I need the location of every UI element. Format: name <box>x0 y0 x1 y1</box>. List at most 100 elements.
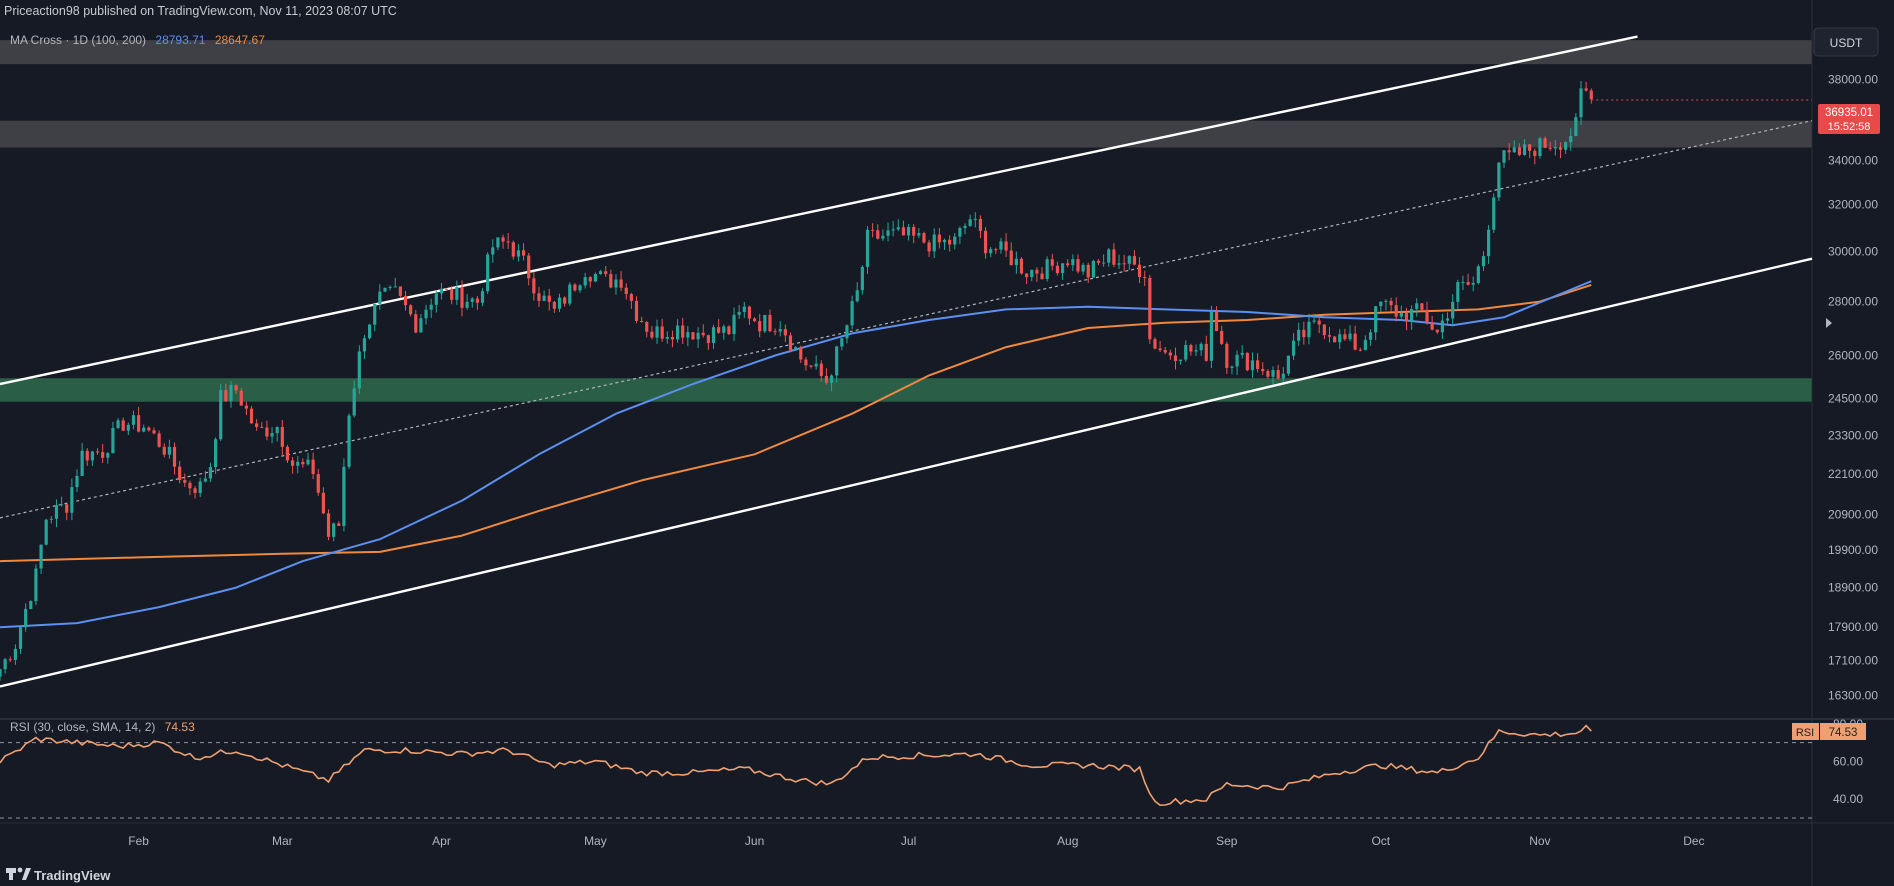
candle-body <box>1137 264 1142 278</box>
candle <box>1184 340 1188 362</box>
candle-body <box>178 466 182 481</box>
candle <box>1338 329 1342 350</box>
candle <box>1312 313 1316 324</box>
candle <box>1558 142 1563 159</box>
candle <box>578 284 582 293</box>
candle-body <box>1574 117 1578 137</box>
candle <box>1035 267 1039 282</box>
candle-body <box>578 285 582 291</box>
candle <box>1584 81 1588 92</box>
candle-body <box>1168 352 1172 356</box>
candle-body <box>1096 260 1101 263</box>
candle <box>1030 269 1034 282</box>
candle <box>1153 337 1157 350</box>
candle <box>1189 343 1193 356</box>
candle <box>948 235 952 252</box>
price-tick-label: 20900.00 <box>1828 507 1878 521</box>
candle <box>444 288 449 291</box>
candle <box>814 355 818 370</box>
candle <box>989 246 993 258</box>
candle <box>1137 256 1142 283</box>
candle-body <box>963 225 967 229</box>
candle-body <box>1076 259 1080 272</box>
candle <box>927 239 931 257</box>
candle <box>234 384 238 394</box>
candle-body <box>1004 241 1008 251</box>
candle-body <box>362 338 367 352</box>
candle <box>645 320 649 338</box>
candle-body <box>306 459 310 465</box>
candle-body <box>1286 355 1291 374</box>
candle-body <box>60 504 64 506</box>
candle-body <box>1060 263 1065 274</box>
candle <box>670 330 675 348</box>
candle-body <box>763 314 767 332</box>
candle-body <box>1543 138 1547 148</box>
candle-body <box>1291 340 1296 356</box>
candle <box>547 288 551 311</box>
candle-body <box>1256 360 1260 370</box>
candle-body <box>886 230 890 236</box>
candle-body <box>1374 306 1378 333</box>
candle-body <box>1143 277 1147 279</box>
candle <box>1261 362 1265 376</box>
month-tick-label: Jun <box>745 834 764 848</box>
candle <box>932 228 936 259</box>
candle <box>1471 276 1475 292</box>
candle <box>768 309 772 333</box>
candle <box>922 231 926 244</box>
candle-body <box>439 288 444 294</box>
scroll-right-icon[interactable] <box>1826 318 1832 328</box>
candle <box>403 290 408 311</box>
candle <box>1517 143 1522 157</box>
axes-layer: 38000.00 34000.00 32000.00 30000.00 28000.00… <box>128 72 1878 848</box>
candle-body <box>701 332 705 336</box>
candle <box>696 327 700 348</box>
candle <box>419 313 423 333</box>
candle-body <box>1584 88 1588 91</box>
candle-body <box>809 365 813 367</box>
candle-body <box>1497 162 1501 198</box>
candle-body <box>1245 352 1249 371</box>
candle-body <box>1066 263 1070 266</box>
candle-body <box>927 242 931 252</box>
candle <box>1107 247 1111 267</box>
candle-body <box>1425 309 1429 323</box>
candle-body <box>665 337 669 339</box>
candle-body <box>444 288 449 290</box>
candle <box>1209 305 1214 369</box>
candle-body <box>527 255 531 279</box>
candle-body <box>1445 318 1450 321</box>
candle-body <box>1261 369 1265 372</box>
rsi-tick-label: 40.00 <box>1833 792 1863 806</box>
candle-body <box>773 331 777 333</box>
price-tick-label: 34000.00 <box>1828 153 1878 167</box>
candle-body <box>583 277 587 286</box>
candle <box>778 321 782 337</box>
candle-body <box>1240 352 1244 355</box>
candle <box>742 301 746 318</box>
candle-body <box>1122 263 1126 265</box>
candle <box>3 657 7 674</box>
candle <box>39 544 43 574</box>
candle <box>1225 341 1229 374</box>
candle-body <box>1487 229 1491 257</box>
candle <box>1245 352 1249 372</box>
candle-body <box>901 227 906 236</box>
candle-body <box>891 229 895 231</box>
month-tick-label: Aug <box>1057 834 1078 848</box>
candle-body <box>799 347 803 360</box>
candle <box>681 317 685 344</box>
rsi-label: RSI (30, close, SMA, 14, 2) 74.53 <box>10 720 195 734</box>
candle-body <box>706 335 710 343</box>
candle-body <box>429 304 433 310</box>
currency-button[interactable] <box>1813 27 1879 57</box>
candle-body <box>367 324 372 339</box>
candle-body <box>547 295 551 302</box>
candle <box>1194 344 1198 357</box>
candle <box>429 298 433 319</box>
candle <box>1143 270 1147 286</box>
month-tick-label: Mar <box>272 834 293 848</box>
candle-body <box>1343 334 1347 340</box>
